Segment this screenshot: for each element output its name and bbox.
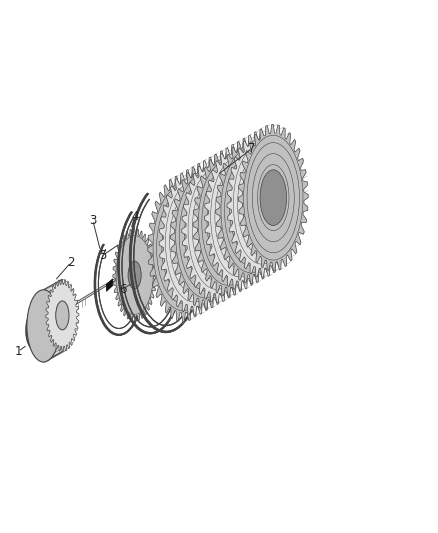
Polygon shape: [46, 279, 79, 352]
Polygon shape: [216, 137, 286, 284]
Ellipse shape: [237, 182, 264, 238]
Ellipse shape: [56, 301, 69, 330]
Ellipse shape: [260, 170, 286, 225]
Polygon shape: [193, 150, 263, 296]
Ellipse shape: [30, 319, 41, 342]
Text: 7: 7: [248, 142, 256, 155]
Ellipse shape: [27, 290, 60, 362]
Ellipse shape: [192, 208, 219, 263]
Polygon shape: [227, 131, 297, 277]
Polygon shape: [159, 168, 229, 315]
Ellipse shape: [244, 135, 303, 260]
Text: 5: 5: [99, 249, 106, 262]
Ellipse shape: [221, 148, 280, 273]
Text: 6: 6: [119, 283, 126, 296]
Polygon shape: [72, 278, 116, 307]
Polygon shape: [238, 124, 308, 271]
Text: 3: 3: [89, 214, 96, 227]
Polygon shape: [113, 229, 156, 321]
Polygon shape: [205, 143, 274, 290]
Text: 1: 1: [14, 345, 22, 358]
Ellipse shape: [170, 220, 196, 276]
Polygon shape: [43, 279, 62, 362]
Polygon shape: [182, 156, 251, 303]
Ellipse shape: [116, 236, 153, 314]
Ellipse shape: [128, 261, 141, 289]
Polygon shape: [148, 175, 218, 321]
Ellipse shape: [203, 201, 230, 257]
Ellipse shape: [176, 173, 235, 298]
Text: 2: 2: [67, 256, 75, 269]
Ellipse shape: [249, 176, 275, 232]
Ellipse shape: [153, 186, 212, 311]
Ellipse shape: [226, 189, 253, 245]
Ellipse shape: [26, 310, 45, 351]
Ellipse shape: [215, 195, 241, 251]
Ellipse shape: [198, 160, 258, 285]
Text: 4: 4: [131, 210, 138, 223]
Polygon shape: [170, 162, 240, 309]
Ellipse shape: [181, 214, 207, 270]
Polygon shape: [106, 279, 113, 292]
